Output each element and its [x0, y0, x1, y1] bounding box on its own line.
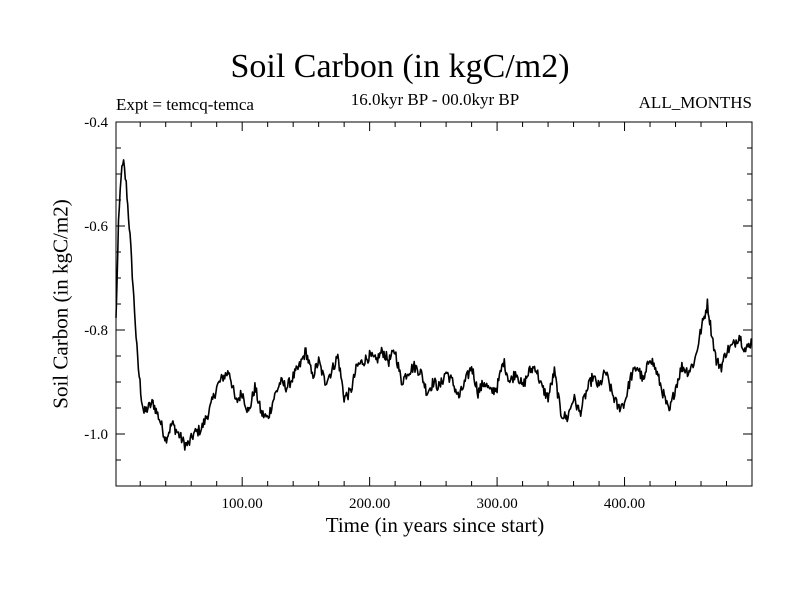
- period-label: ALL_MONTHS: [638, 93, 752, 112]
- x-tick-label: 300.00: [476, 496, 517, 512]
- y-tick-label: -0.8: [84, 323, 108, 339]
- chart-subtitle: 16.0kyr BP - 00.0kyr BP: [350, 90, 520, 109]
- ticks-layer: 100.00 200.00 300.00 400.00 -1.0 -0.8 -0.6 -0.4: [84, 115, 752, 512]
- series-line: [115, 159, 753, 451]
- x-tick-label: 400.00: [604, 496, 645, 512]
- y-tick-label: -1.0: [84, 427, 108, 443]
- x-tick-label: 200.00: [349, 496, 390, 512]
- experiment-label: Expt = temcq-temca: [116, 95, 254, 114]
- x-tick-label: 100.00: [222, 496, 263, 512]
- plot-frame: [115, 121, 753, 487]
- series-layer: [115, 159, 753, 451]
- chart-title: Soil Carbon (in kgC/m2): [230, 48, 570, 85]
- y-tick-label: -0.4: [84, 115, 108, 131]
- y-tick-label: -0.6: [84, 219, 108, 235]
- x-axis-label: Time (in years since start): [325, 513, 545, 537]
